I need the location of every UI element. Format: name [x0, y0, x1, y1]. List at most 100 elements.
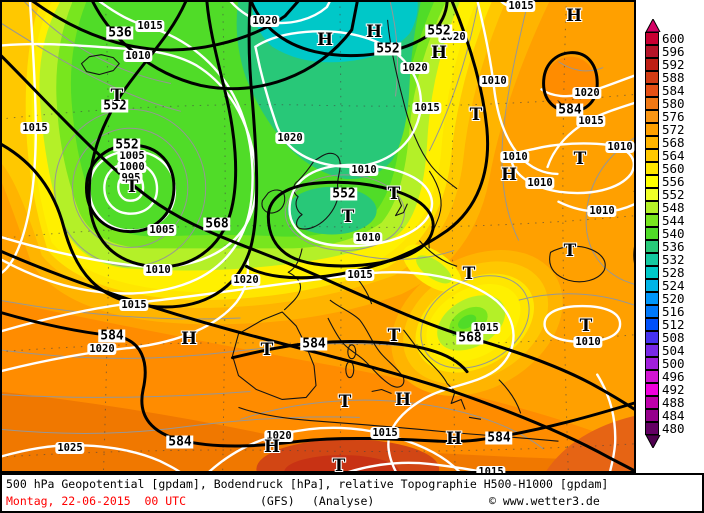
scale-entries: 600 596 592 588 584 580 576 572 568 564: [645, 31, 703, 436]
caption-title: 500 hPa Geopotential [gpdam], Bodendruck…: [6, 477, 609, 491]
scale-entry: 480: [645, 421, 703, 436]
caption-date: Montag, 22-06-2015 00 UTC: [6, 494, 187, 508]
scale-color-box: [645, 70, 659, 84]
map-svg: [2, 2, 634, 471]
scale-color-box: [645, 252, 659, 266]
scale-value-label: 500: [662, 356, 685, 371]
scale-color-box: [645, 291, 659, 305]
scale-color-box: [645, 395, 659, 409]
scale-value-label: 584: [662, 83, 685, 98]
scale-value-label: 548: [662, 200, 685, 215]
scale-color-box: [645, 265, 659, 279]
scale-color-box: [645, 135, 659, 149]
scale-entry: 524: [645, 278, 703, 293]
scale-entry: 528: [645, 265, 703, 280]
scale-value-label: 508: [662, 330, 685, 345]
scale-color-box: [645, 330, 659, 344]
scale-value-label: 532: [662, 252, 685, 267]
scale-color-box: [645, 278, 659, 292]
scale-value-label: 496: [662, 369, 685, 384]
scale-entry: 516: [645, 304, 703, 319]
scale-entry: 564: [645, 148, 703, 163]
scale-value-label: 492: [662, 382, 685, 397]
scale-entry: 512: [645, 317, 703, 332]
scale-value-label: 592: [662, 57, 685, 72]
scale-value-label: 552: [662, 187, 685, 202]
scale-color-box: [645, 83, 659, 97]
scale-value-label: 568: [662, 135, 685, 150]
scale-color-box: [645, 44, 659, 58]
scale-value-label: 588: [662, 70, 685, 85]
caption-model: (GFS): [260, 494, 295, 508]
scale-color-box: [645, 174, 659, 188]
scale-color-box: [645, 226, 659, 240]
scale-value-label: 536: [662, 239, 685, 254]
scale-color-box: [645, 200, 659, 214]
scale-value-label: 556: [662, 174, 685, 189]
scale-value-label: 544: [662, 213, 685, 228]
scale-value-label: 512: [662, 317, 685, 332]
caption-analysis: (Analyse): [312, 494, 375, 508]
scale-entry: 544: [645, 213, 703, 228]
scale-entry: 572: [645, 122, 703, 137]
scale-entry: 560: [645, 161, 703, 176]
scale-entry: 536: [645, 239, 703, 254]
scale-value-label: 596: [662, 44, 685, 59]
scale-value-label: 564: [662, 148, 685, 163]
scale-value-label: 516: [662, 304, 685, 319]
scale-arrow-down-icon: [645, 435, 661, 448]
scale-entry: 504: [645, 343, 703, 358]
scale-value-label: 480: [662, 421, 685, 436]
scale-color-box: [645, 187, 659, 201]
scale-color-box: [645, 317, 659, 331]
scale-entry: 488: [645, 395, 703, 410]
caption-credit: © www.wetter3.de: [489, 494, 600, 508]
scale-value-label: 560: [662, 161, 685, 176]
scale-entry: 568: [645, 135, 703, 150]
color-scale-legend: 600 596 592 588 584 580 576 572 568 564: [645, 19, 703, 448]
scale-entry: 596: [645, 44, 703, 59]
scale-value-label: 600: [662, 31, 685, 46]
scale-entry: 540: [645, 226, 703, 241]
scale-entry: 592: [645, 57, 703, 72]
scale-entry: 496: [645, 369, 703, 384]
scale-value-label: 484: [662, 408, 685, 423]
scale-color-box: [645, 343, 659, 357]
scale-entry: 532: [645, 252, 703, 267]
scale-entry: 508: [645, 330, 703, 345]
scale-entry: 548: [645, 200, 703, 215]
scale-color-box: [645, 161, 659, 175]
scale-value-label: 524: [662, 278, 685, 293]
scale-value-label: 504: [662, 343, 685, 358]
scale-entry: 588: [645, 70, 703, 85]
scale-color-box: [645, 304, 659, 318]
scale-value-label: 572: [662, 122, 685, 137]
scale-arrow-up-icon: [645, 19, 661, 32]
scale-entry: 500: [645, 356, 703, 371]
scale-color-box: [645, 148, 659, 162]
scale-color-box: [645, 109, 659, 123]
scale-color-box: [645, 96, 659, 110]
scale-color-box: [645, 356, 659, 370]
scale-entry: 552: [645, 187, 703, 202]
scale-color-box: [645, 239, 659, 253]
scale-entry: 492: [645, 382, 703, 397]
scale-color-box: [645, 382, 659, 396]
scale-entry: 600: [645, 31, 703, 46]
scale-value-label: 540: [662, 226, 685, 241]
scale-entry: 584: [645, 83, 703, 98]
scale-value-label: 488: [662, 395, 685, 410]
scale-value-label: 576: [662, 109, 685, 124]
scale-entry: 484: [645, 408, 703, 423]
scale-value-label: 520: [662, 291, 685, 306]
scale-value-label: 528: [662, 265, 685, 280]
scale-value-label: 580: [662, 96, 685, 111]
scale-color-box: [645, 421, 659, 435]
scale-color-box: [645, 57, 659, 71]
scale-color-box: [645, 213, 659, 227]
scale-color-box: [645, 31, 659, 45]
scale-entry: 580: [645, 96, 703, 111]
scale-entry: 576: [645, 109, 703, 124]
scale-color-box: [645, 369, 659, 383]
